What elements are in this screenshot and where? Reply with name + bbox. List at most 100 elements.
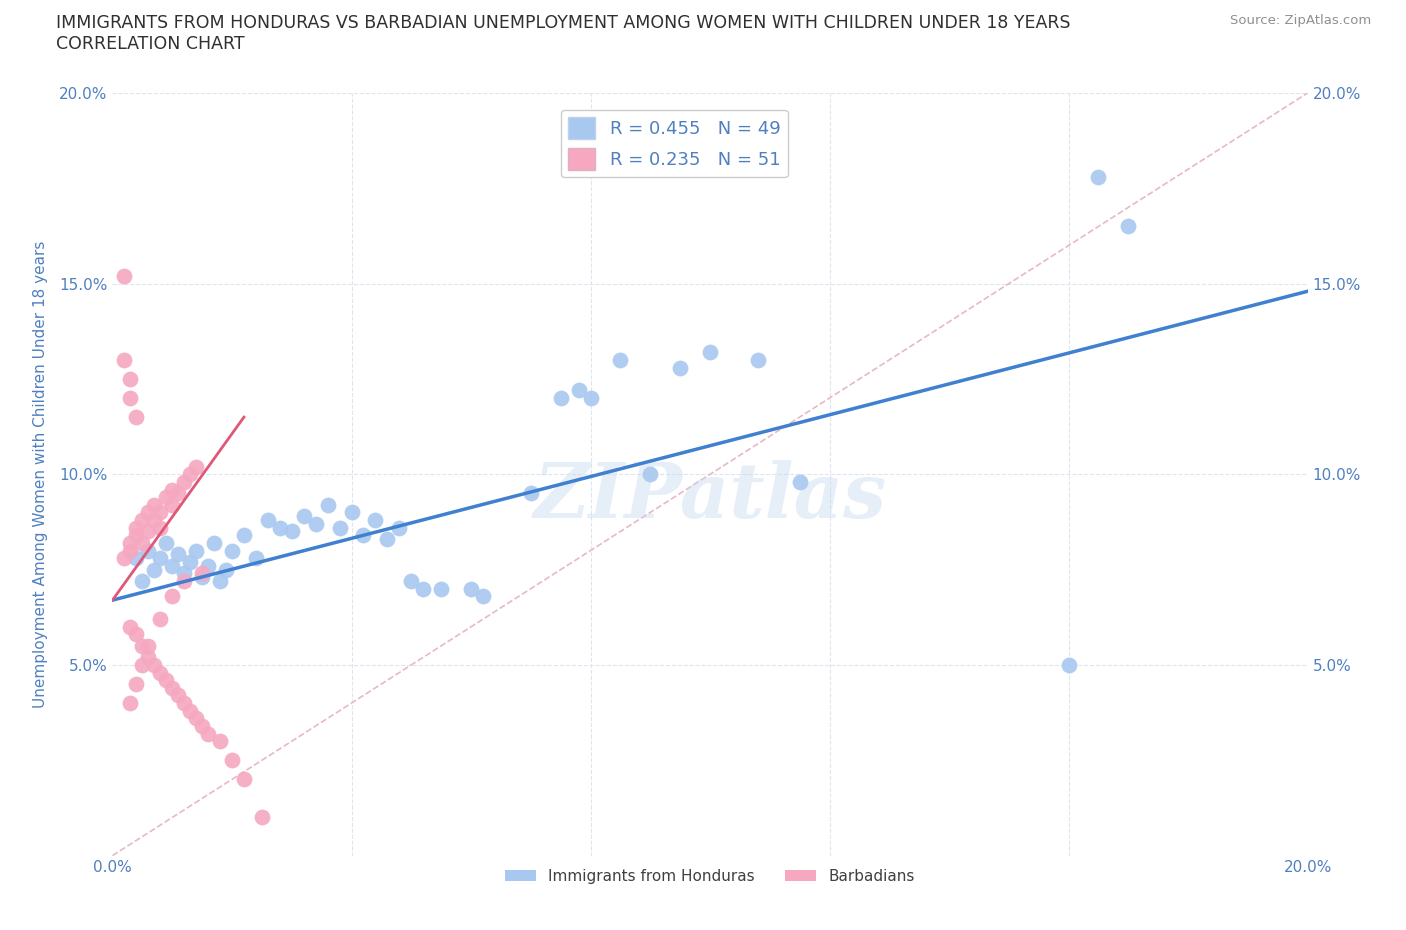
Point [138, 525, 160, 539]
Point [186, 459, 208, 474]
Point [131, 639, 153, 654]
Point [125, 677, 148, 692]
Point [1118, 219, 1140, 233]
Point [167, 688, 190, 703]
Point [162, 482, 183, 497]
Point [669, 360, 692, 375]
Point [329, 520, 352, 535]
Point [197, 726, 219, 741]
Point [120, 391, 142, 405]
Point [186, 543, 208, 558]
Point [257, 512, 280, 527]
Point [143, 512, 166, 527]
Point [412, 581, 434, 596]
Point [250, 810, 273, 825]
Point [120, 543, 142, 558]
Point [215, 562, 238, 577]
Point [131, 512, 153, 527]
Point [131, 536, 153, 551]
Point [364, 512, 387, 527]
Point [316, 498, 339, 512]
Point [131, 574, 153, 589]
Point [292, 509, 315, 524]
Point [340, 505, 363, 520]
Point [149, 520, 172, 535]
Point [149, 612, 172, 627]
Point [186, 711, 208, 725]
Point [120, 696, 142, 711]
Point [353, 528, 375, 543]
Point [125, 409, 148, 424]
Point [143, 498, 166, 512]
Y-axis label: Unemployment Among Women with Children Under 18 years: Unemployment Among Women with Children U… [34, 241, 48, 708]
Point [245, 551, 267, 565]
Point [138, 639, 160, 654]
Point [179, 703, 201, 718]
Point [125, 528, 148, 543]
Point [460, 581, 482, 596]
Point [747, 352, 769, 367]
Point [191, 719, 214, 734]
Point [155, 536, 177, 551]
Point [173, 574, 195, 589]
Point [167, 547, 190, 562]
Point [162, 589, 183, 604]
Point [149, 665, 172, 680]
Point [640, 467, 662, 482]
Point [377, 532, 399, 547]
Point [430, 581, 453, 596]
Text: ZIPatlas: ZIPatlas [533, 460, 887, 534]
Text: Source: ZipAtlas.com: Source: ZipAtlas.com [1230, 14, 1371, 27]
Point [120, 619, 142, 634]
Point [568, 383, 591, 398]
Point [173, 696, 195, 711]
Point [173, 566, 195, 581]
Point [269, 520, 291, 535]
Point [155, 672, 177, 687]
Point [114, 269, 135, 284]
Point [125, 520, 148, 535]
Point [699, 345, 721, 360]
Point [143, 658, 166, 672]
Point [125, 551, 148, 565]
Point [162, 558, 183, 573]
Point [233, 528, 256, 543]
Legend: Immigrants from Honduras, Barbadians: Immigrants from Honduras, Barbadians [499, 863, 921, 890]
Point [114, 551, 135, 565]
Point [609, 352, 631, 367]
Point [281, 525, 304, 539]
Point [579, 391, 602, 405]
Point [120, 536, 142, 551]
Point [197, 558, 219, 573]
Point [149, 505, 172, 520]
Text: CORRELATION CHART: CORRELATION CHART [56, 35, 245, 53]
Point [162, 498, 183, 512]
Point [789, 474, 811, 489]
Point [388, 520, 411, 535]
Point [305, 516, 328, 531]
Point [143, 562, 166, 577]
Point [401, 574, 423, 589]
Point [138, 650, 160, 665]
Point [550, 391, 572, 405]
Point [138, 543, 160, 558]
Point [233, 772, 256, 787]
Point [1087, 169, 1109, 184]
Point [1057, 658, 1080, 672]
Point [221, 753, 243, 768]
Point [520, 485, 543, 500]
Point [472, 589, 495, 604]
Point [179, 467, 201, 482]
Point [209, 734, 232, 749]
Point [179, 554, 201, 569]
Point [209, 574, 232, 589]
Point [167, 485, 190, 500]
Point [221, 543, 243, 558]
Point [162, 681, 183, 696]
Point [191, 566, 214, 581]
Point [173, 474, 195, 489]
Point [202, 536, 225, 551]
Point [125, 627, 148, 642]
Point [114, 352, 135, 367]
Point [191, 570, 214, 585]
